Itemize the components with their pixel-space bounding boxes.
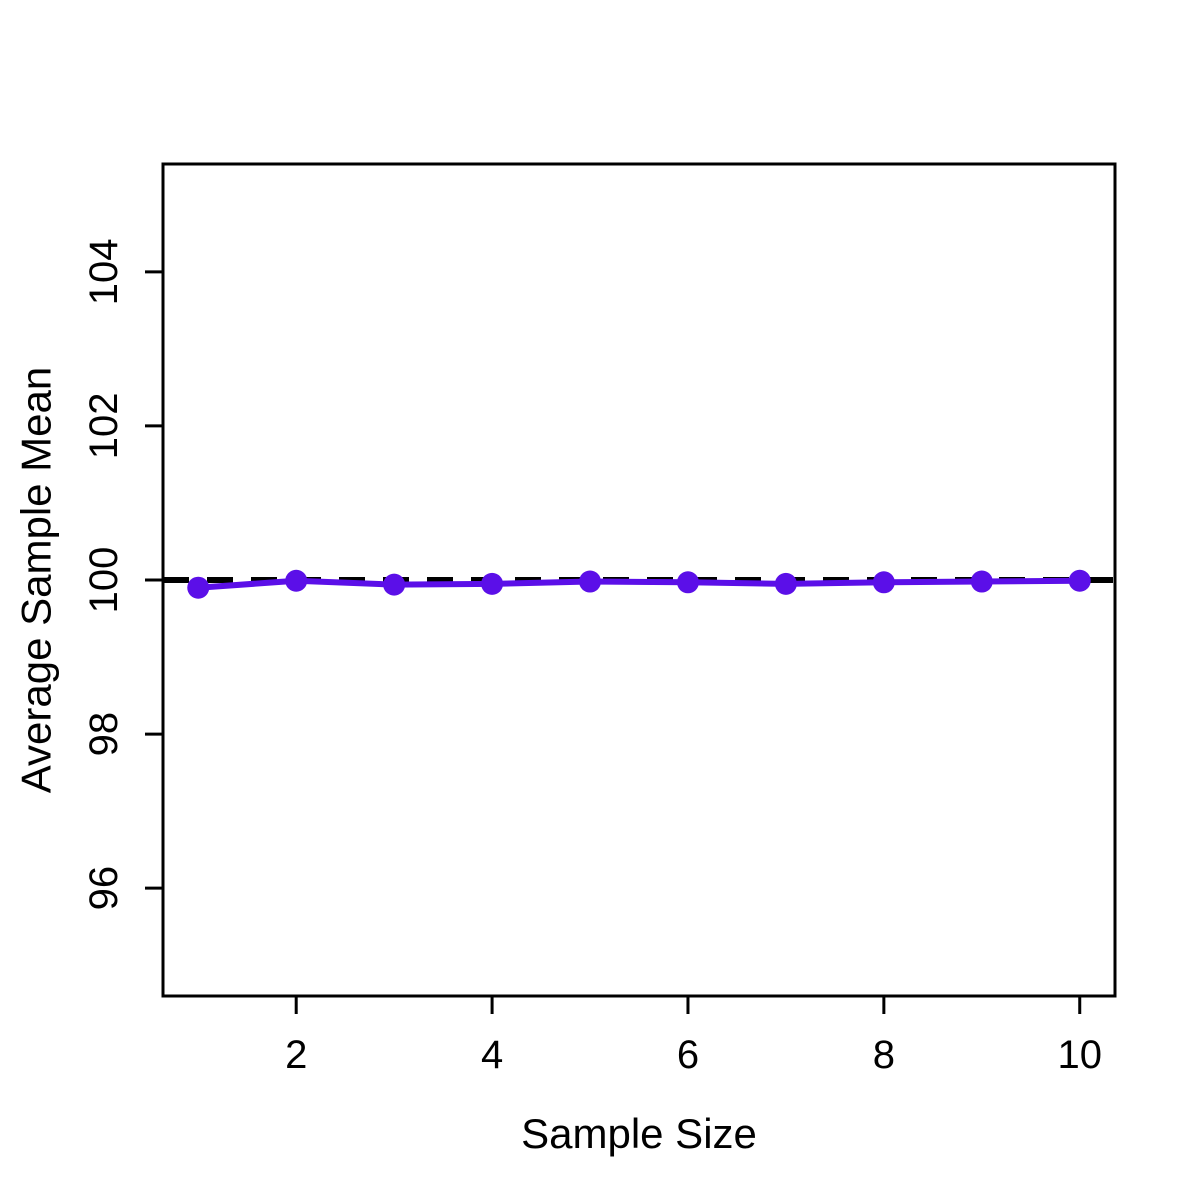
y-tick-label: 96 — [82, 866, 126, 911]
data-point — [970, 570, 993, 593]
x-axis-title: Sample Size — [521, 1110, 757, 1157]
data-point — [187, 576, 210, 599]
data-point — [872, 571, 895, 594]
y-axis-title: Average Sample Mean — [13, 367, 60, 793]
y-tick-label: 98 — [82, 712, 126, 757]
x-tick-label: 8 — [873, 1033, 895, 1077]
data-point — [285, 569, 308, 592]
y-tick-label: 104 — [82, 238, 126, 305]
data-point — [1068, 569, 1091, 592]
x-tick-label: 6 — [677, 1033, 699, 1077]
x-tick-label: 2 — [285, 1033, 307, 1077]
series-line — [198, 577, 1080, 591]
data-point — [481, 572, 504, 595]
data-point — [676, 571, 699, 594]
axis-layer: 2 4 6 8 10 96 98 100 102 104 — [82, 238, 1102, 1077]
y-tick-label: 100 — [82, 547, 126, 614]
x-tick-label: 4 — [481, 1033, 503, 1077]
x-tick-label: 10 — [1057, 1033, 1102, 1077]
data-point — [579, 570, 602, 593]
series-layer — [187, 569, 1091, 599]
data-point — [383, 573, 406, 596]
data-point — [774, 572, 797, 595]
y-tick-label: 102 — [82, 393, 126, 460]
